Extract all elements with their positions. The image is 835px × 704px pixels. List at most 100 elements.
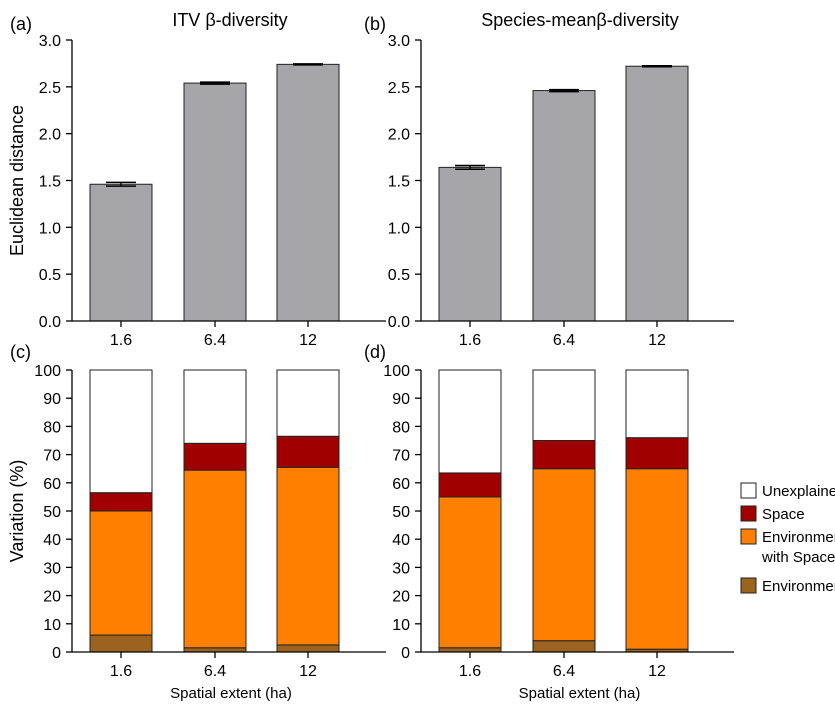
- panel-label: (a): [10, 14, 32, 34]
- y-tick-label: 1.5: [388, 174, 410, 191]
- x-tick-label: 12: [299, 663, 317, 680]
- y-tick-label: 0.5: [39, 267, 61, 284]
- legend-label: Space: [762, 506, 805, 523]
- bar-segment-environment-with-space: [276, 466, 340, 646]
- x-tick-label: 6.4: [204, 332, 226, 349]
- x-tick-label: 6.4: [553, 663, 575, 680]
- bar-segment-space: [532, 440, 596, 470]
- x-tick-label: 1.6: [110, 332, 132, 349]
- chart-title: Species-meanβ-diversity: [481, 10, 678, 30]
- legend-swatch: [740, 505, 757, 522]
- legend-label: Unexplained: [762, 483, 835, 500]
- bar-segment-space: [89, 492, 153, 512]
- y-tick-label: 2.5: [388, 80, 410, 97]
- bar-segment-space: [183, 442, 247, 471]
- bar-segment-unexplained: [276, 369, 340, 437]
- y-tick-label: 2.0: [39, 127, 61, 144]
- y-tick-label: 70: [392, 448, 410, 465]
- panel-label: (c): [10, 342, 31, 362]
- legend-label: Environment: [762, 529, 835, 546]
- bar-segment-environment: [532, 640, 596, 653]
- bar: [183, 82, 247, 322]
- x-tick-label: 1.6: [459, 332, 481, 349]
- bar: [625, 65, 689, 322]
- chart-panel-1: (a) ITV β-diversity 0.0 0.5 1.0 1.5 2.0 2.5 3.0 1…: [7, 10, 386, 349]
- y-tick-label: 3.0: [39, 33, 61, 50]
- y-tick-label: 1.0: [39, 220, 61, 237]
- y-tick-label: 0: [401, 645, 410, 662]
- x-axis-label: Spatial extent (ha): [170, 685, 292, 702]
- y-tick-label: 60: [392, 476, 410, 493]
- x-tick-label: 1.6: [110, 663, 132, 680]
- y-tick-label: 100: [383, 363, 410, 380]
- chart-panel-3: (c) 0 10 20 30 40 50 60 70 80 90 100 1.6 6.4 12 Variati…: [7, 342, 386, 702]
- bar-segment-unexplained: [89, 369, 153, 494]
- x-tick-label: 6.4: [204, 663, 226, 680]
- bar-segment-environment-with-space: [183, 469, 247, 649]
- x-tick-label: 6.4: [553, 332, 575, 349]
- bar-segment-space: [438, 472, 502, 498]
- x-tick-label: 12: [648, 332, 666, 349]
- y-axis-label: Variation (%): [7, 460, 27, 563]
- chart-title: ITV β-diversity: [172, 10, 287, 30]
- y-axis-label: Euclidean distance: [7, 105, 27, 256]
- bar: [438, 166, 502, 322]
- y-tick-label: 70: [43, 448, 61, 465]
- bar: [89, 183, 153, 322]
- legend-swatch: [740, 577, 757, 594]
- legend-swatch: [740, 482, 757, 499]
- y-tick-label: 60: [43, 476, 61, 493]
- y-tick-label: 100: [34, 363, 61, 380]
- y-tick-label: 40: [43, 532, 61, 549]
- bar-segment-environment: [276, 644, 340, 653]
- y-tick-label: 0: [52, 645, 61, 662]
- bar: [276, 63, 340, 322]
- y-tick-label: 80: [43, 419, 61, 436]
- y-tick-label: 50: [43, 504, 61, 521]
- bar-segment-environment-with-space: [89, 510, 153, 636]
- bar-segment-environment-with-space: [438, 496, 502, 649]
- legend-swatch: [740, 528, 757, 545]
- y-tick-label: 20: [43, 589, 61, 606]
- bar-segment-environment-with-space: [532, 468, 596, 642]
- x-tick-label: 12: [648, 663, 666, 680]
- bar: [532, 90, 596, 322]
- legend-label: Environment: [762, 578, 835, 595]
- y-tick-label: 1.5: [39, 174, 61, 191]
- y-tick-label: 50: [392, 504, 410, 521]
- y-tick-label: 0.0: [39, 314, 61, 331]
- y-tick-label: 90: [392, 391, 410, 408]
- y-tick-label: 30: [43, 560, 61, 577]
- y-tick-label: 90: [43, 391, 61, 408]
- legend-item: Environment: [740, 577, 835, 595]
- y-tick-label: 40: [392, 532, 410, 549]
- bar-segment-unexplained: [438, 369, 502, 474]
- y-tick-label: 2.0: [388, 127, 410, 144]
- y-tick-label: 0.5: [388, 267, 410, 284]
- legend: UnexplainedSpaceEnvironmentwith SpaceEnv…: [740, 482, 835, 595]
- bar-segment-unexplained: [625, 369, 689, 439]
- bar-segment-environment: [89, 634, 153, 653]
- bar-segment-space: [625, 437, 689, 470]
- y-tick-label: 10: [43, 617, 61, 634]
- y-tick-label: 10: [392, 617, 410, 634]
- y-tick-label: 80: [392, 419, 410, 436]
- panel-label: (d): [364, 342, 386, 362]
- bar-segment-unexplained: [532, 369, 596, 441]
- chart-panel-2: (b) Species-meanβ-diversity 0.0 0.5 1.0 1.5 2.…: [364, 10, 734, 349]
- y-tick-label: 0.0: [388, 314, 410, 331]
- legend-item: Unexplained: [740, 482, 835, 500]
- legend-item: Environment with Space: [740, 528, 835, 566]
- panel-label: (b): [364, 14, 386, 34]
- y-tick-label: 1.0: [388, 220, 410, 237]
- legend-label: with Space: [761, 549, 835, 566]
- bar-segment-unexplained: [183, 369, 247, 444]
- y-tick-label: 30: [392, 560, 410, 577]
- y-tick-label: 2.5: [39, 80, 61, 97]
- legend-item: Space: [740, 505, 805, 523]
- y-tick-label: 20: [392, 589, 410, 606]
- x-axis-label: Spatial extent (ha): [519, 685, 641, 702]
- bar-segment-space: [276, 435, 340, 468]
- bar-segment-environment-with-space: [625, 468, 689, 650]
